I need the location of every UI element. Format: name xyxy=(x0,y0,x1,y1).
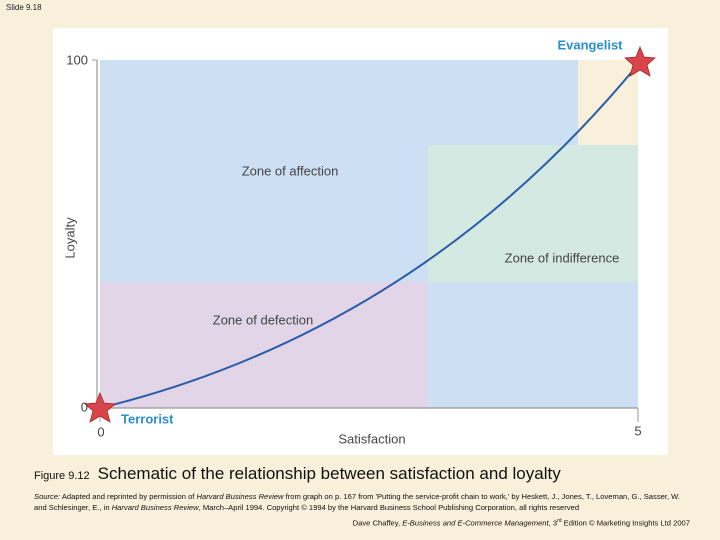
source: Source: Adapted and reprinted by permiss… xyxy=(34,491,694,513)
x-tick-label: 5 xyxy=(634,423,641,438)
star-terrorist xyxy=(84,391,116,423)
y-axis-label: Loyalty xyxy=(62,217,77,259)
footer-part: E-Business and E-Commerce Management, xyxy=(402,518,551,528)
y-tick-label: 100 xyxy=(66,52,88,67)
source-part: Adapted and reprinted by permission of xyxy=(60,492,197,501)
source-part: from graph on p. 167 from 'Putting the s… xyxy=(34,492,681,512)
source-part: Harvard Business Review xyxy=(111,503,199,512)
zone-evangelist xyxy=(578,60,638,145)
x-axis-label: Satisfaction xyxy=(338,431,405,446)
footer-part: Edition © Marketing Insights Ltd 2007 xyxy=(561,518,690,528)
footer: Dave Chaffey, E-Business and E-Commerce … xyxy=(353,518,690,528)
x-tick-label: 0 xyxy=(97,424,104,439)
slide-label: Slide 9.18 xyxy=(6,3,42,12)
zone-label: Zone of affection xyxy=(242,163,339,178)
source-part: , March–April 1994. Copyright © 1994 by … xyxy=(198,503,580,512)
source-part: Harvard Business Review xyxy=(196,492,284,501)
zone-label: Zone of indifference xyxy=(505,250,620,265)
curve xyxy=(99,61,641,409)
terrorist-label: Terrorist xyxy=(121,411,174,426)
zone-indifference xyxy=(428,145,638,282)
footer-part: 3 xyxy=(550,518,558,528)
star-evangelist xyxy=(624,45,656,77)
evangelist-label: Evangelist xyxy=(557,37,623,52)
caption: Figure 9.12 Schematic of the relationship… xyxy=(34,464,714,484)
caption-text: Schematic of the relationship between sa… xyxy=(97,464,561,483)
zone-label: Zone of defection xyxy=(213,312,313,327)
figure-number: Figure 9.12 xyxy=(34,470,90,482)
source-part: Source: xyxy=(34,492,61,501)
footer-part: rd xyxy=(557,518,562,524)
y-tick-label: 0 xyxy=(81,399,88,414)
footer-part: Dave Chaffey, xyxy=(352,518,403,528)
zone-defection xyxy=(100,282,428,408)
